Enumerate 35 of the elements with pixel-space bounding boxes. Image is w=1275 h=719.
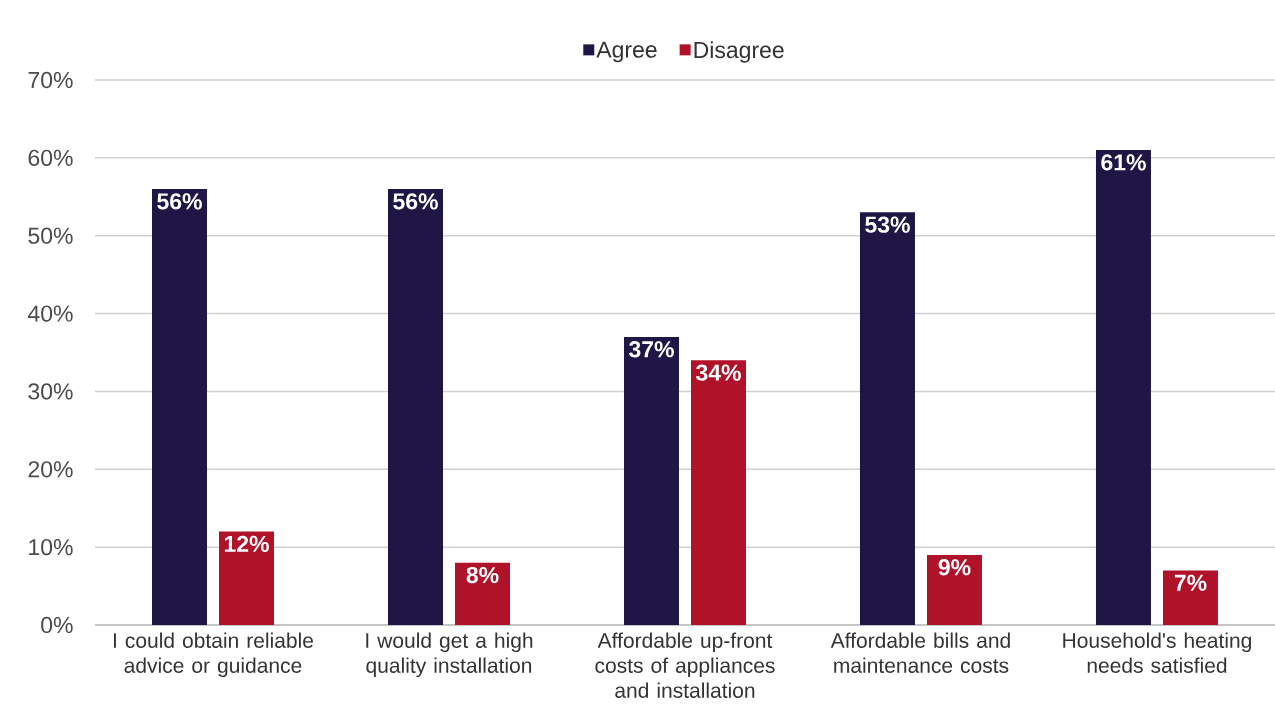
y-tick-label: 30% bbox=[28, 383, 73, 400]
y-tick-label: 70% bbox=[28, 71, 73, 89]
y-tick-label: 50% bbox=[28, 227, 73, 244]
bar bbox=[859, 212, 915, 625]
bar bbox=[1095, 150, 1151, 625]
x-tick-label: Affordable up-front costs of appliances and installation bbox=[595, 632, 775, 698]
data-label: 37% bbox=[629, 341, 674, 358]
data-label: 61% bbox=[1101, 154, 1146, 171]
bar bbox=[387, 188, 443, 625]
legend-label: Agree bbox=[596, 41, 657, 63]
data-label: 9% bbox=[938, 559, 971, 576]
y-tick-label: 60% bbox=[28, 149, 73, 166]
data-label: 56% bbox=[157, 193, 202, 210]
y-tick-label: 0% bbox=[41, 616, 73, 634]
x-tick-label: I could obtain reliable advice or guidance bbox=[113, 632, 313, 678]
bar bbox=[926, 554, 982, 625]
bar bbox=[1162, 570, 1218, 625]
x-tick-label: I would get a high quality installation bbox=[366, 632, 533, 678]
data-label: 34% bbox=[696, 364, 741, 381]
y-tick-label: 40% bbox=[27, 305, 73, 322]
data-label: 12% bbox=[224, 535, 269, 552]
data-label: 8% bbox=[466, 566, 499, 584]
data-label: 56% bbox=[393, 193, 438, 210]
x-tick-label: Affordable bills and maintenance costs bbox=[830, 632, 1010, 673]
x-tick-label: Household's heating needs satisfied bbox=[1063, 632, 1251, 673]
bar bbox=[454, 562, 510, 625]
legend-label: Disagree bbox=[694, 41, 784, 63]
bar bbox=[152, 188, 208, 625]
data-label: 7% bbox=[1174, 574, 1207, 591]
y-tick-label: 10% bbox=[29, 538, 73, 556]
bar bbox=[690, 360, 746, 625]
data-label: 53% bbox=[865, 216, 910, 233]
bar bbox=[623, 336, 679, 625]
y-tick-label: 20% bbox=[28, 461, 73, 478]
bar bbox=[219, 531, 274, 625]
